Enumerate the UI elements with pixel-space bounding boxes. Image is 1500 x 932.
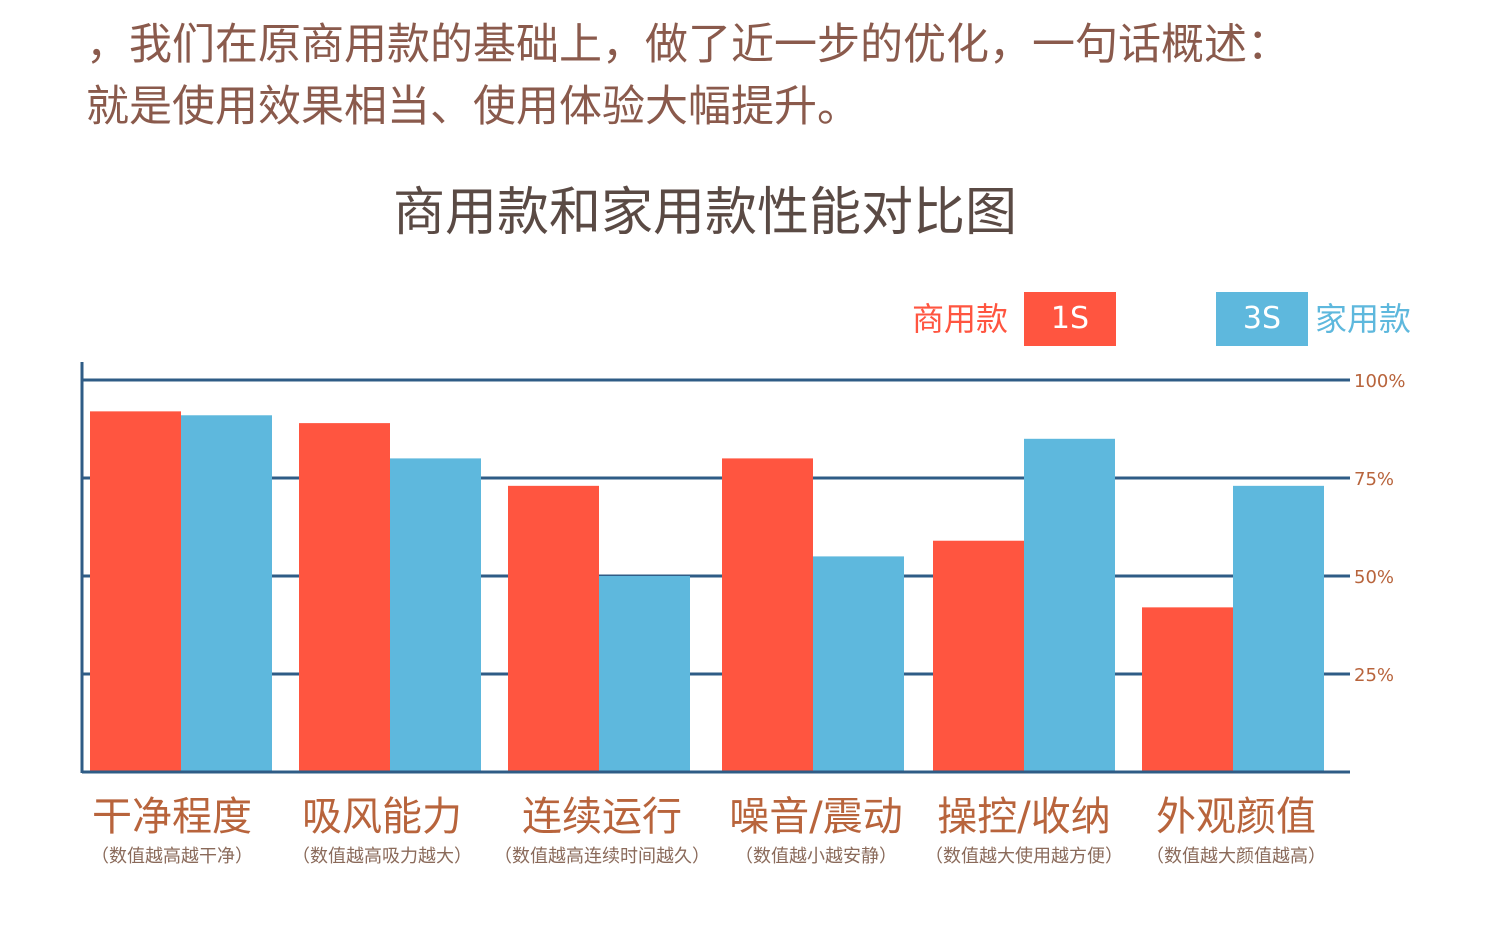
category-label: 外观颜值 （数值越大颜值越高） [1126,792,1346,870]
bar-1s [1142,607,1233,772]
bar-3s [813,556,904,772]
category-note: （数值越大颜值越高） [1146,846,1326,867]
bar-1s [299,423,390,772]
category-label: 连续运行 （数值越高连续时间越久） [482,792,722,870]
y-tick-label: 50% [1354,567,1394,588]
y-tick-label: 75% [1354,469,1394,490]
bar-3s [390,458,481,772]
category-note: （数值越高吸力越大） [292,846,472,867]
chart-title: 商用款和家用款性能对比图 [392,183,1017,243]
legend-commercial-swatch: 1S [1024,292,1116,346]
category-name: 操控/收纳 [937,794,1111,840]
bar-1s [722,458,813,772]
category-name: 干净程度 [92,794,252,840]
legend-home-label: 家用款 [1315,300,1412,338]
legend-commercial-label: 商用款 [912,300,1009,338]
category-label: 吸风能力 （数值越高吸力越大） [277,792,487,870]
category-note: （数值越小越安静） [735,846,897,867]
category-name: 连续运行 [522,794,682,840]
bar-3s [1024,438,1115,772]
intro-text: ，我们在原商用款的基础上，做了近一步的优化，一句话概述： 就是使用效果相当、使用… [86,14,1446,138]
y-tick-label: 25% [1354,665,1394,686]
bar-1s [933,540,1024,772]
bar-1s [508,485,599,772]
category-name: 外观颜值 [1156,794,1316,840]
category-label: 噪音/震动 （数值越小越安静） [711,792,921,870]
category-note: （数值越大使用越方便） [925,846,1123,867]
category-label: 干净程度 （数值越高越干净） [72,792,272,870]
bar-1s [90,411,181,772]
bar-chart: 25% 50% 75% 100% [80,362,1405,774]
intro-line-1: ，我们在原商用款的基础上，做了近一步的优化，一句话概述： [86,20,1290,70]
intro-line-2: 就是使用效果相当、使用体验大幅提升。 [86,82,860,132]
bar-3s [1233,485,1324,772]
category-name: 吸风能力 [302,794,462,840]
y-tick-label: 100% [1354,371,1405,392]
bar-3s [599,576,690,772]
bar-3s [181,415,272,772]
legend-home-swatch: 3S [1216,292,1308,346]
category-name: 噪音/震动 [729,794,903,840]
category-note: （数值越高越干净） [91,846,253,867]
category-note: （数值越高连续时间越久） [494,846,710,867]
category-label: 操控/收纳 （数值越大使用越方便） [909,792,1139,870]
